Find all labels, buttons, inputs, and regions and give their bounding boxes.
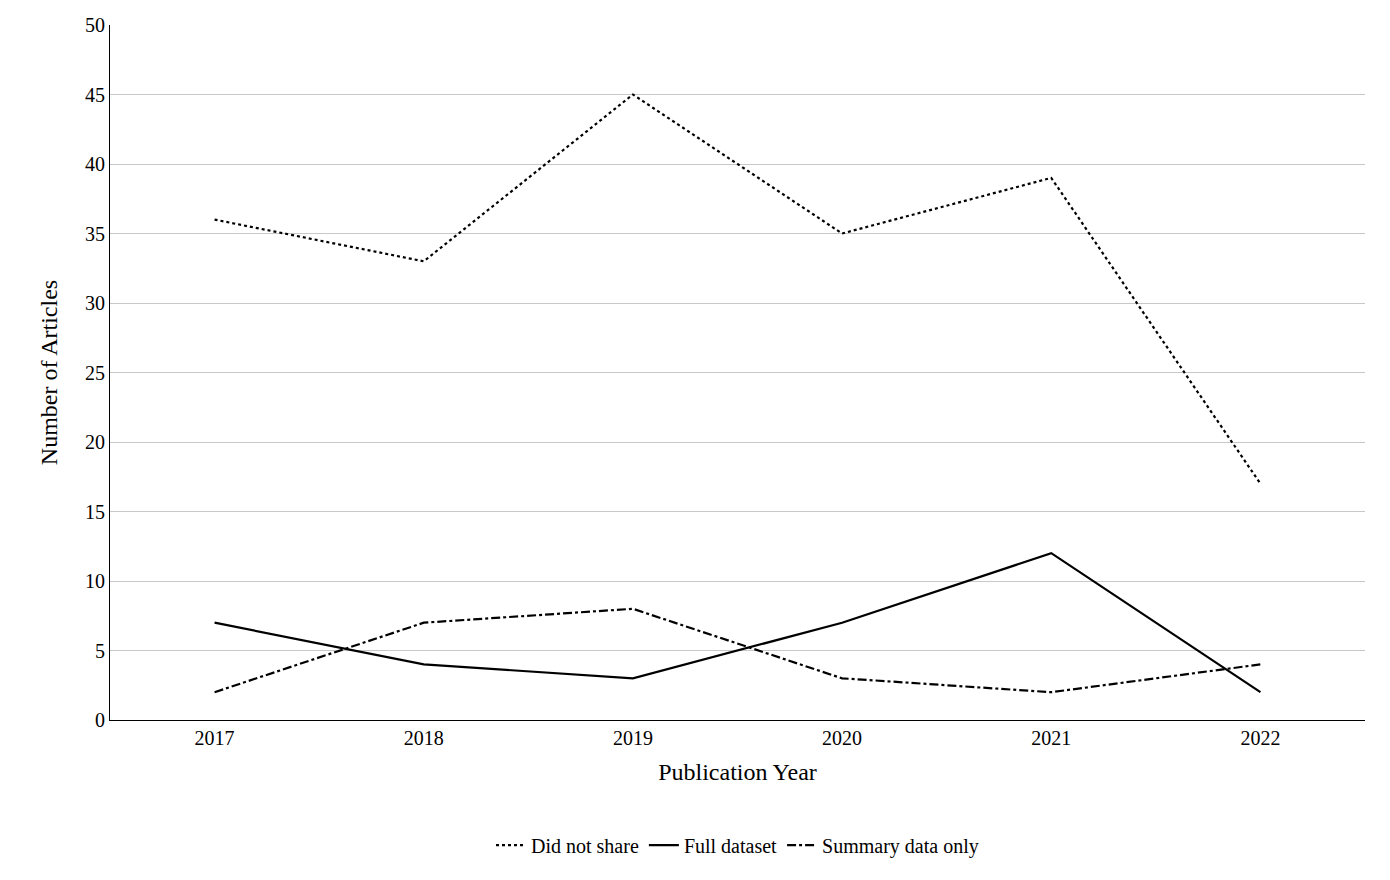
svg-text:Full dataset: Full dataset	[684, 835, 777, 857]
svg-text:35: 35	[85, 223, 105, 245]
svg-text:0: 0	[95, 709, 105, 731]
svg-text:30: 30	[85, 292, 105, 314]
svg-text:Did not share: Did not share	[531, 835, 639, 857]
svg-text:2021: 2021	[1031, 727, 1071, 749]
svg-text:50: 50	[85, 14, 105, 36]
svg-text:5: 5	[95, 640, 105, 662]
svg-text:15: 15	[85, 501, 105, 523]
svg-text:45: 45	[85, 84, 105, 106]
svg-text:2018: 2018	[404, 727, 444, 749]
svg-text:Number of Articles: Number of Articles	[36, 280, 62, 465]
svg-text:2019: 2019	[613, 727, 653, 749]
svg-text:20: 20	[85, 431, 105, 453]
svg-text:2022: 2022	[1240, 727, 1280, 749]
svg-text:Summary data only: Summary data only	[822, 835, 979, 858]
svg-text:2017: 2017	[195, 727, 235, 749]
svg-text:10: 10	[85, 570, 105, 592]
svg-text:40: 40	[85, 153, 105, 175]
svg-text:25: 25	[85, 362, 105, 384]
svg-text:Publication Year: Publication Year	[658, 759, 817, 785]
svg-text:2020: 2020	[822, 727, 862, 749]
